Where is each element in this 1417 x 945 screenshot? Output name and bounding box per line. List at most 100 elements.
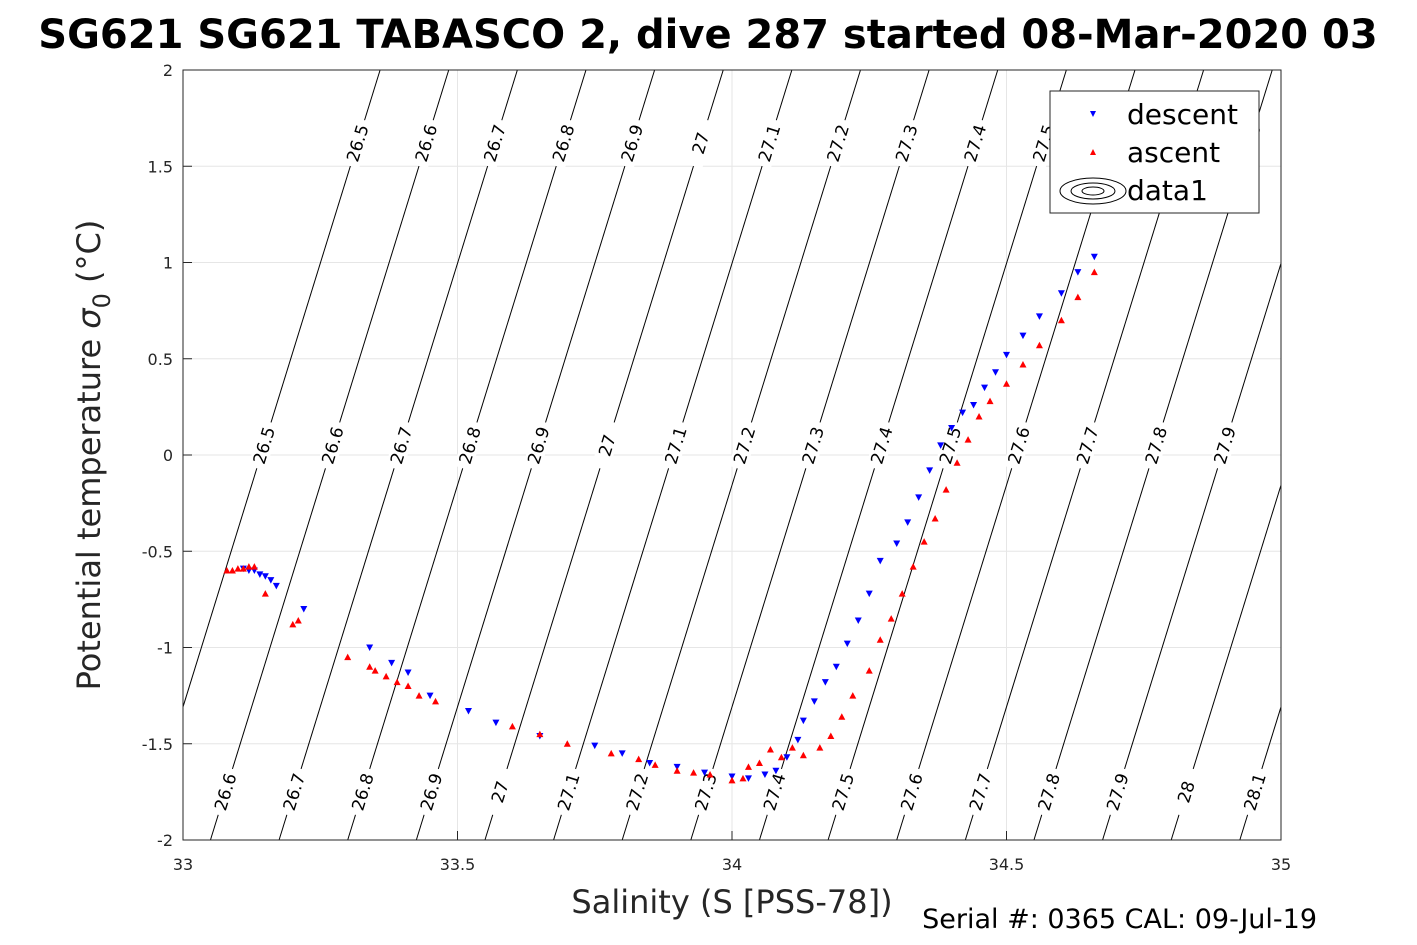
ascent-point <box>739 774 747 782</box>
ascent-point <box>261 590 269 597</box>
descent-point <box>728 773 736 780</box>
descent-point <box>821 679 829 686</box>
ascent-point <box>849 692 857 699</box>
descent-point <box>959 409 967 417</box>
descent-point <box>772 767 780 775</box>
y-tick-label: -2 <box>157 831 173 850</box>
isopycnal-label-bg <box>385 419 417 471</box>
ascent-point <box>239 565 247 572</box>
ascent-point <box>673 767 681 774</box>
descent-point <box>948 425 956 432</box>
descent-point <box>1019 332 1027 340</box>
isopycnal-label-bg <box>890 117 923 169</box>
isopycnal-label-bg <box>591 419 623 471</box>
isopycnal-label-bg <box>209 766 242 818</box>
legend-data1-label: data1 <box>1127 174 1208 207</box>
isopycnal-label-bg <box>865 419 898 471</box>
ascent-point <box>975 413 983 420</box>
descent-point <box>992 369 1000 376</box>
isopycnal-label-bg <box>479 117 511 169</box>
descent-point <box>464 708 472 715</box>
descent-point <box>1003 351 1010 359</box>
ascent-point <box>909 563 917 570</box>
legend-contour-icon <box>1059 177 1127 205</box>
isopycnal-label-bg <box>621 766 653 818</box>
descent-point <box>492 719 500 727</box>
ascent-point <box>755 759 763 766</box>
x-axis-label: Salinity (S [PSS-78]) <box>571 883 892 921</box>
isopycnal-line <box>1102 263 1282 841</box>
legend-descent-marker <box>1090 111 1096 117</box>
ascent-point <box>887 615 895 622</box>
y-tick-label: -1.5 <box>142 735 173 754</box>
ascent-point <box>942 486 950 493</box>
ascent-point <box>245 563 253 570</box>
isopycnal-label-bg <box>959 117 991 169</box>
isopycnal-label-bg <box>552 766 585 818</box>
descent-point <box>646 760 654 767</box>
isopycnal-label-bg <box>1140 419 1172 471</box>
ascent-point <box>788 744 796 751</box>
descent-point <box>366 644 374 651</box>
descent-point <box>300 606 308 613</box>
descent-point <box>1090 253 1098 261</box>
ascent-point <box>228 567 236 574</box>
descent-point <box>673 763 681 771</box>
isopycnal-label-bg <box>827 766 859 818</box>
isopycnal-label-bg <box>797 419 829 471</box>
ascent-point <box>294 617 302 624</box>
ascent-point <box>766 746 774 753</box>
ascent-point <box>728 776 736 784</box>
descent-point <box>267 577 275 584</box>
ascent-point <box>234 565 242 572</box>
isopycnal-label-bg <box>895 766 928 818</box>
isopycnal-label-bg <box>346 766 379 818</box>
serial-footer: Serial #: 0365 CAL: 09-Jul-19 <box>922 904 1317 935</box>
isopycnal-label-bg <box>341 117 374 169</box>
descent-point <box>272 582 280 590</box>
ascent-series <box>223 268 1098 784</box>
y-axis-label: Potential temperature σ0 (°C) <box>70 220 116 691</box>
y-tick-label: -1 <box>157 639 173 658</box>
isopycnal-label-bg <box>278 766 310 818</box>
y-tick-label: 1.5 <box>148 157 173 176</box>
ascent-point <box>777 753 785 761</box>
y-tick-label: 2 <box>163 61 173 80</box>
isopycnal-label-bg <box>415 766 447 818</box>
y-tick-label: 1 <box>163 254 173 273</box>
descent-point <box>893 540 901 548</box>
descent-point <box>591 742 599 750</box>
descent-point <box>915 494 923 501</box>
isopycnal-label-bg <box>1071 419 1104 471</box>
isopycnal-label-bg <box>1239 766 1271 818</box>
ascent-point <box>838 713 846 720</box>
descent-point <box>799 717 807 725</box>
descent-point <box>854 617 862 625</box>
ascent-point <box>1057 316 1065 324</box>
legend-ascent-marker <box>1090 149 1096 155</box>
descent-point <box>981 384 989 392</box>
descent-point <box>256 571 264 578</box>
descent-point <box>426 692 434 700</box>
ascent-point <box>920 538 928 545</box>
descent-point <box>783 754 791 761</box>
isopycnal-label-bg <box>316 419 349 471</box>
ascent-point <box>415 692 423 699</box>
x-tick-label: 33.5 <box>440 855 476 874</box>
ascent-point <box>1035 341 1043 349</box>
descent-point <box>810 698 818 705</box>
y-tick-label: 0.5 <box>148 350 173 369</box>
descent-point <box>794 736 802 744</box>
ascent-point <box>1074 293 1082 301</box>
ascent-point <box>432 697 440 705</box>
descent-point <box>701 769 709 777</box>
isopycnal-label-bg <box>410 117 442 169</box>
descent-point <box>843 640 851 648</box>
isopycnal-label-bg <box>248 419 280 471</box>
ascent-point <box>876 636 884 643</box>
y-axis-ticks: -2 -1.5 -1 -0.5 0 0.5 1 1.5 2 <box>142 61 192 850</box>
legend-descent-label: descent <box>1127 98 1238 131</box>
ascent-point <box>986 397 994 405</box>
descent-point <box>937 442 945 449</box>
isopycnal-label-bg <box>964 766 996 818</box>
